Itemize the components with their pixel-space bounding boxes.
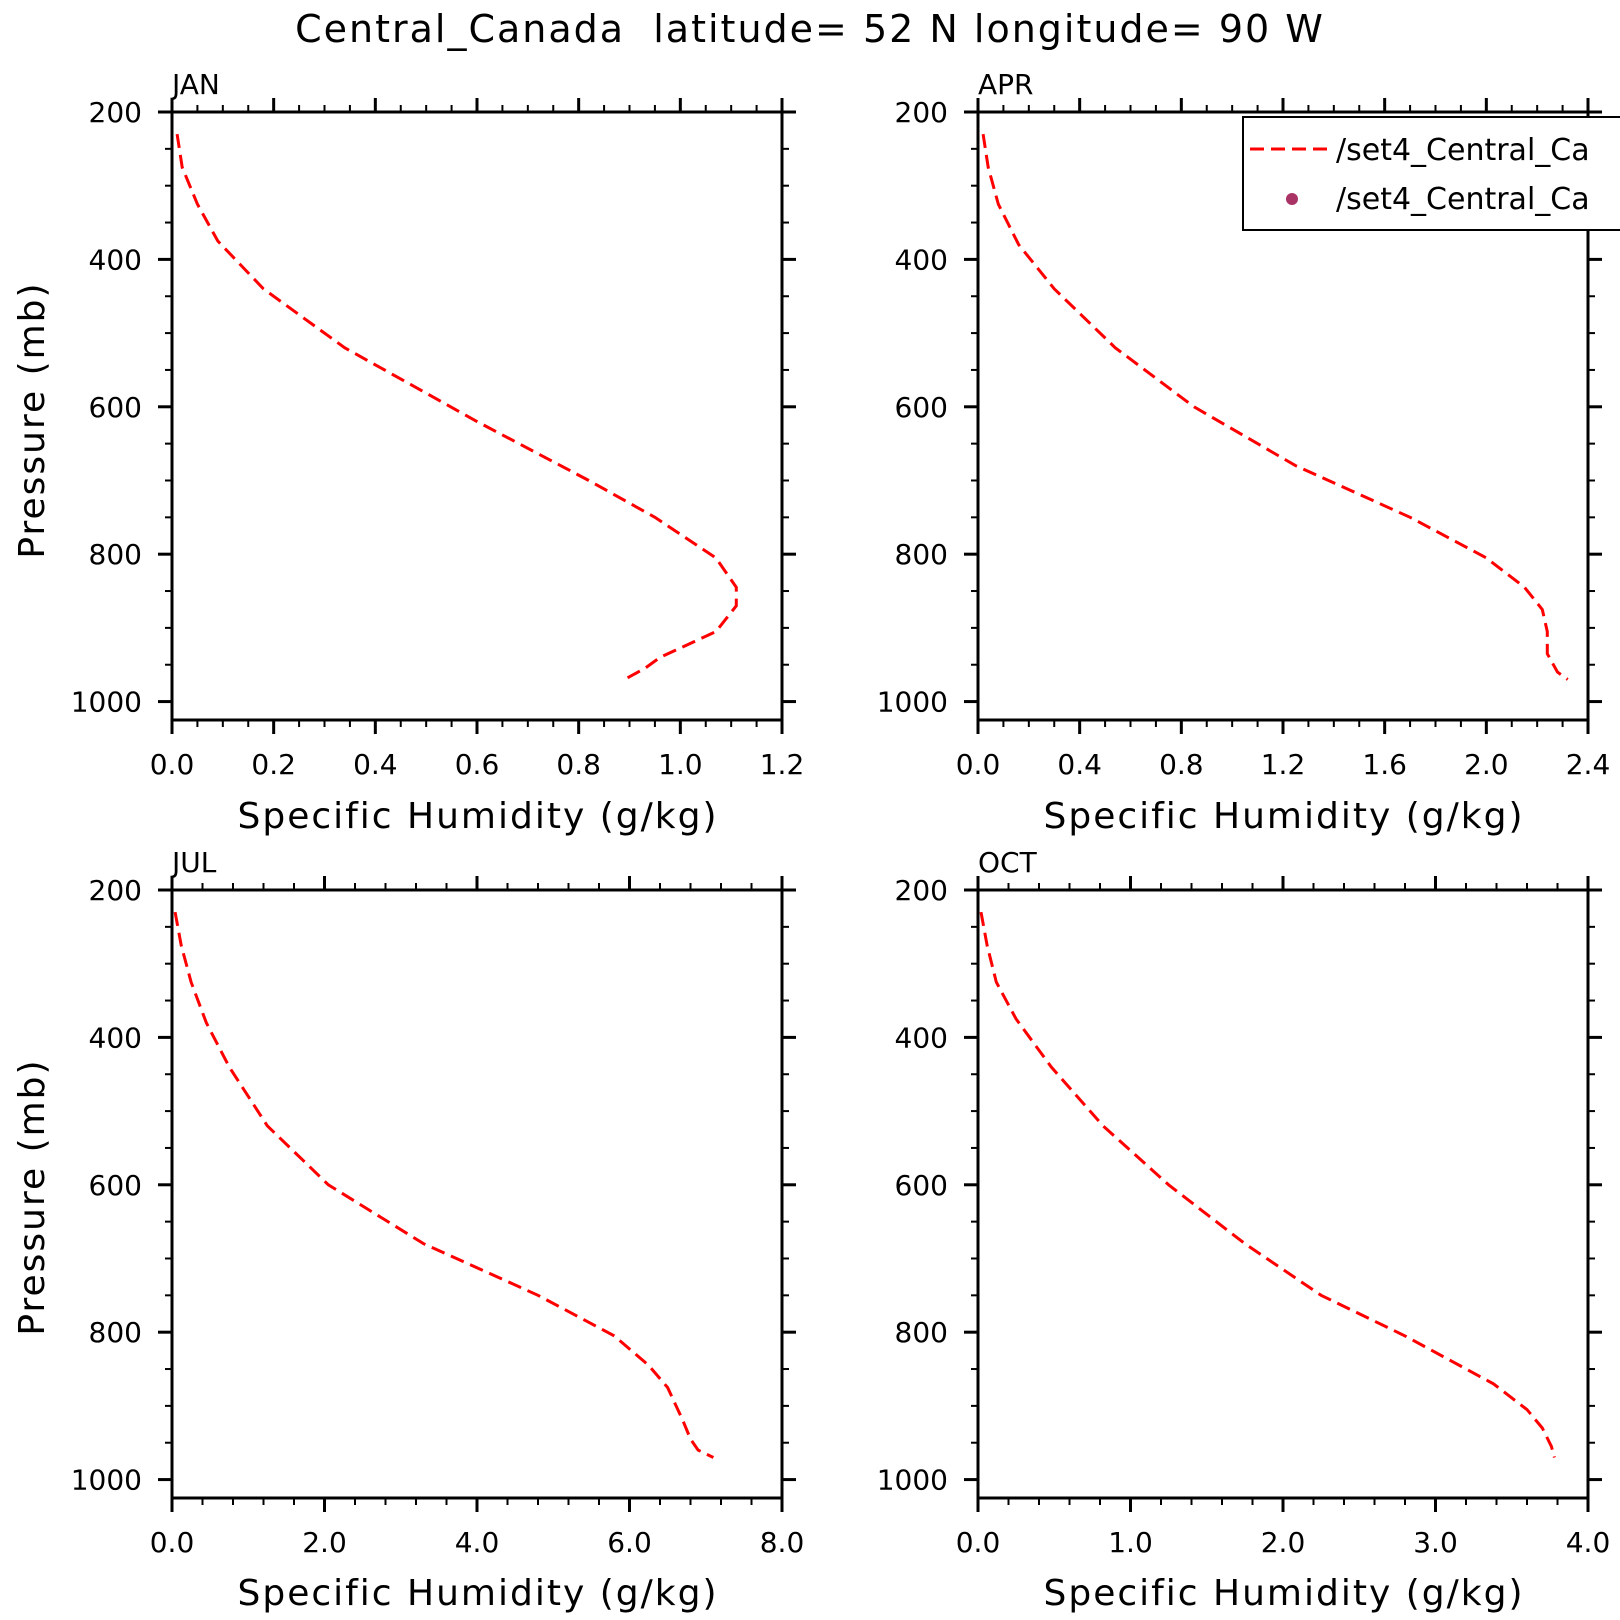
series-line xyxy=(979,911,1556,1458)
y-tick-label: 200 xyxy=(89,96,142,129)
x-tick-label: 2.0 xyxy=(1261,1526,1306,1559)
legend-box xyxy=(1242,116,1620,231)
panel-title: JAN xyxy=(170,68,220,101)
x-tick-label: 0.0 xyxy=(956,1526,1001,1559)
x-tick-label: 0.6 xyxy=(455,748,500,781)
x-tick-label: 3.0 xyxy=(1413,1526,1458,1559)
x-tick-label: 2.0 xyxy=(302,1526,347,1559)
x-tick-label: 1.2 xyxy=(1261,748,1306,781)
x-tick-label: 8.0 xyxy=(760,1526,805,1559)
y-tick-label: 600 xyxy=(89,1169,142,1202)
plot-frame xyxy=(170,888,784,1500)
series-line xyxy=(173,911,715,1459)
y-tick-label: 800 xyxy=(89,1316,142,1349)
y-tick-label: 200 xyxy=(895,874,948,907)
y-tick-label: 600 xyxy=(89,391,142,424)
y-tick-label: 800 xyxy=(895,538,948,571)
y-tick-label: 600 xyxy=(895,1169,948,1202)
y-tick-label: 1000 xyxy=(877,686,948,719)
y-tick-label: 800 xyxy=(89,538,142,571)
x-tick-label: 0.4 xyxy=(1057,748,1102,781)
x-axis-label: Specific Humidity (g/kg) xyxy=(237,1573,718,1614)
panel-title: OCT xyxy=(978,846,1038,879)
y-tick-label: 1000 xyxy=(877,1464,948,1497)
legend: /set4_Central_Ca /set4_Central_Ca xyxy=(1242,116,1620,231)
x-tick-label: 2.0 xyxy=(1464,748,1509,781)
legend-label: /set4_Central_Ca xyxy=(1336,182,1590,217)
legend-label: /set4_Central_Ca xyxy=(1336,133,1590,168)
x-tick-label: 1.6 xyxy=(1362,748,1407,781)
panel-jan: JAN Specific Humidity (g/kg) Pressure (m… xyxy=(12,68,804,837)
panel-apr: APR Specific Humidity (g/kg) 0.0 0.4 0.8 1.… xyxy=(877,68,1611,837)
x-axis-label: Specific Humidity (g/kg) xyxy=(237,796,718,837)
plot-frame xyxy=(170,110,784,722)
x-tick-label: 6.0 xyxy=(607,1526,652,1559)
panel-title: APR xyxy=(978,68,1034,101)
y-tick-label: 200 xyxy=(895,96,948,129)
y-tick-label: 1000 xyxy=(71,686,142,719)
x-tick-label: 0.4 xyxy=(353,748,398,781)
x-tick-label: 4.0 xyxy=(455,1526,500,1559)
x-tick-label: 1.0 xyxy=(658,748,703,781)
y-tick-label: 400 xyxy=(89,243,142,276)
y-tick-label: 800 xyxy=(895,1316,948,1349)
legend-dot-swatch xyxy=(1286,193,1298,205)
x-tick-label: 0.8 xyxy=(556,748,601,781)
x-tick-label: 1.0 xyxy=(1108,1526,1153,1559)
x-axis-label: Specific Humidity (g/kg) xyxy=(1043,1573,1524,1614)
x-tick-label: 4.0 xyxy=(1566,1526,1611,1559)
y-tick-label: 400 xyxy=(895,243,948,276)
y-axis-label: Pressure (mb) xyxy=(12,1058,53,1335)
y-tick-label: 1000 xyxy=(71,1464,142,1497)
y-tick-label: 600 xyxy=(895,391,948,424)
y-tick-label: 200 xyxy=(89,874,142,907)
x-tick-label: 0.0 xyxy=(150,1526,195,1559)
y-tick-label: 400 xyxy=(89,1021,142,1054)
x-axis-label: Specific Humidity (g/kg) xyxy=(1043,796,1524,837)
y-tick-label: 400 xyxy=(895,1021,948,1054)
x-tick-label: 1.2 xyxy=(760,748,805,781)
x-tick-label: 0.8 xyxy=(1159,748,1204,781)
series-line xyxy=(981,133,1569,681)
y-axis-label: Pressure (mb) xyxy=(12,281,53,558)
panel-title: JUL xyxy=(170,846,217,879)
x-tick-label: 0.2 xyxy=(251,748,296,781)
x-tick-label: 0.0 xyxy=(150,748,195,781)
plot-frame xyxy=(976,888,1590,1500)
series-line xyxy=(175,133,738,681)
x-tick-label: 2.4 xyxy=(1566,748,1611,781)
x-tick-label: 0.0 xyxy=(956,748,1001,781)
panel-oct: OCT Specific Humidity (g/kg) 0.0 1.0 2.0 3.… xyxy=(877,846,1611,1614)
panel-jul: JUL Specific Humidity (g/kg) Pressure (m… xyxy=(12,846,804,1614)
figure-title: Central_Canada latitude= 52 N longitude=… xyxy=(295,7,1325,51)
